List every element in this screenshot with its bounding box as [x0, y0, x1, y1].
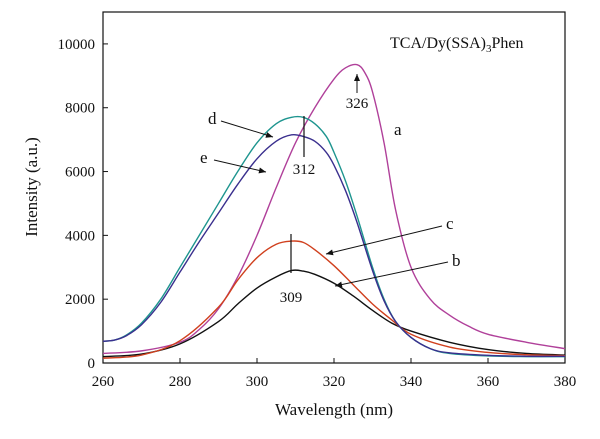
y-tick-label: 10000: [58, 37, 96, 53]
x-tick-label: 260: [92, 374, 115, 390]
series-b-leader-head: [335, 281, 343, 288]
annotation-layer: a bc d e 326 312 309: [200, 74, 461, 306]
plot-frame: [102, 11, 566, 364]
x-tick-label: 340: [400, 374, 423, 390]
x-axis-title: Wavelength (nm): [275, 400, 393, 419]
y-tick-label: 4000: [65, 228, 95, 244]
series-label-d: d: [208, 109, 217, 128]
chart-title: TCA/Dy(SSA)3Phen: [390, 35, 524, 55]
series-e-leader: [213, 159, 267, 173]
peak-wavelength-label: 312: [293, 162, 316, 178]
x-axis-ticks: 260 280 300 320 340 360 380: [92, 358, 577, 390]
series-line-a: [102, 63, 566, 355]
x-tick-label: 300: [246, 374, 269, 390]
series-label-a: a: [394, 120, 402, 139]
series-layer: [102, 63, 566, 359]
y-tick-label: 0: [88, 356, 96, 372]
series-label-c: c: [446, 214, 454, 233]
y-tick-label: 6000: [65, 165, 95, 181]
series-d-leader-head: [265, 132, 273, 138]
x-tick-label: 320: [323, 374, 346, 390]
series-line-c: [102, 240, 566, 359]
peak-marker-arrow-head: [354, 74, 360, 81]
series-b-leader: [334, 261, 449, 287]
x-tick-label: 280: [169, 374, 192, 390]
y-axis-ticks: 0 2000 4000 6000 8000 10000: [58, 37, 108, 372]
peak-wavelength-label: 309: [280, 290, 303, 306]
y-axis-title: Intensity (a.u.): [22, 137, 41, 237]
series-line-d: [102, 115, 566, 358]
x-tick-label: 380: [554, 374, 577, 390]
series-label-b: b: [452, 251, 461, 270]
x-tick-label: 360: [477, 374, 500, 390]
series-d-leader: [220, 120, 274, 138]
peak-wavelength-label: 326: [346, 96, 369, 112]
series-c-leader: [325, 225, 443, 255]
series-line-e: [102, 133, 566, 358]
series-line-b: [102, 269, 566, 358]
series-e-leader-head: [258, 167, 266, 174]
series-label-e: e: [200, 148, 208, 167]
y-tick-label: 8000: [65, 101, 95, 117]
y-tick-label: 2000: [65, 292, 95, 308]
series-c-leader-head: [326, 249, 334, 256]
